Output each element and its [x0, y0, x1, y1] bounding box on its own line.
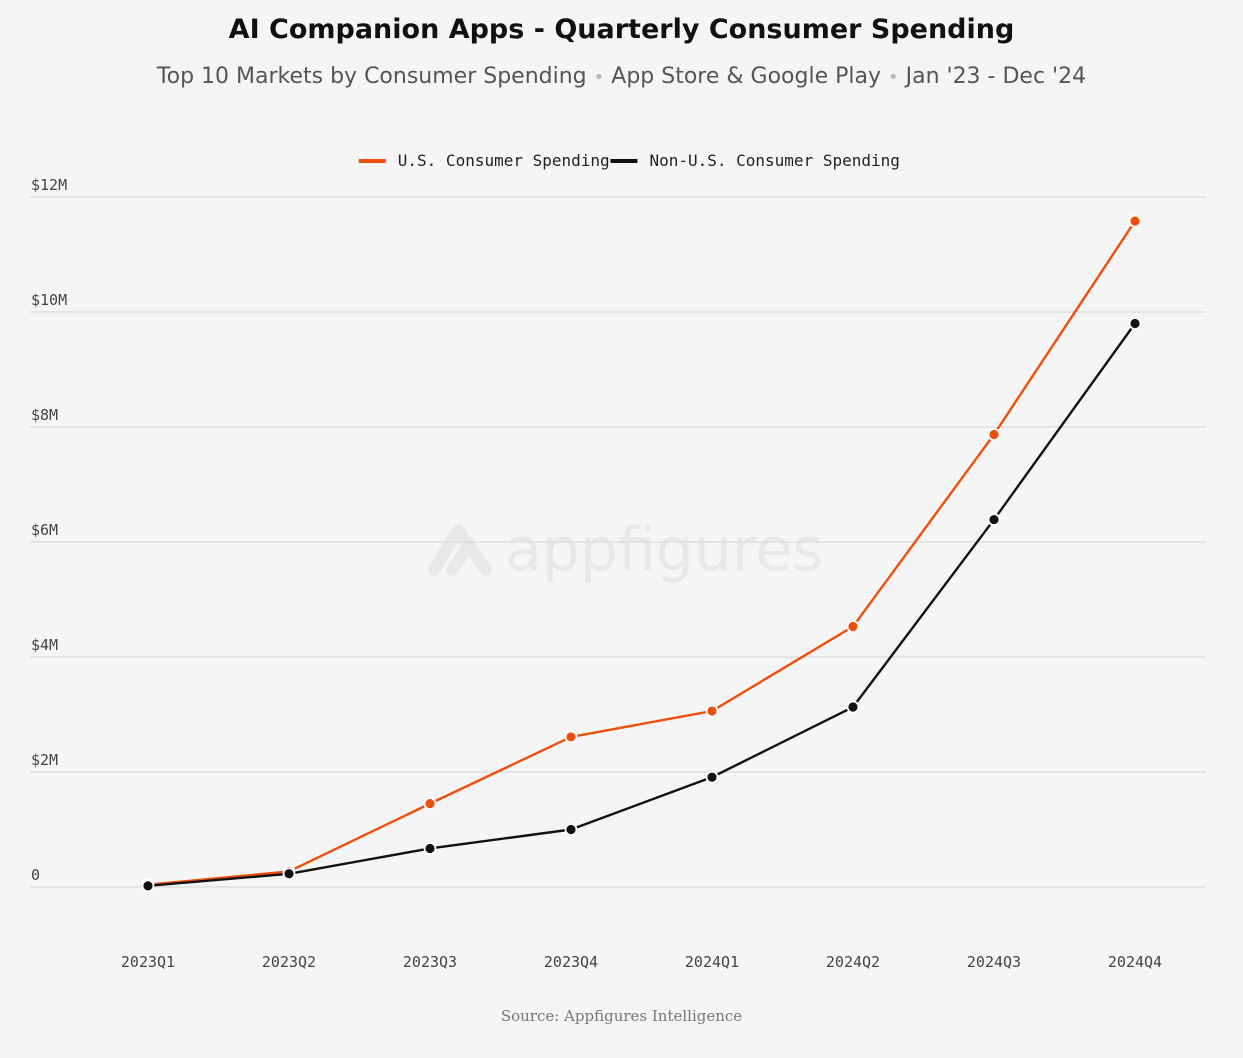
y-tick-label: $6M [31, 521, 58, 539]
y-tick-label: $2M [31, 751, 58, 769]
series-non-us [141, 317, 1142, 893]
data-point [987, 428, 1001, 441]
x-tick-label: 2023Q1 [121, 953, 175, 971]
chart-subtitle: Top 10 Markets by Consumer Spending • App … [0, 64, 1243, 89]
chart-legend: U.S. Consumer Spending Non-U.S. Consumer … [358, 151, 900, 170]
x-tick-label: 2023Q4 [544, 953, 598, 971]
x-tick-label: 2023Q3 [403, 953, 457, 971]
x-tick-label: 2024Q4 [1108, 953, 1162, 971]
watermark-text: appfigures [505, 515, 823, 585]
subtitle-date-range: Jan '23 - Dec '24 [905, 64, 1087, 89]
source-note: Source: Appfigures Intelligence [500, 1007, 743, 1025]
appfigures-logo-icon [428, 524, 492, 576]
y-tick-label: 0 [31, 866, 40, 884]
data-point [1128, 214, 1142, 228]
y-tick-label: $10M [31, 291, 67, 309]
series-line [147, 322, 1136, 888]
subtitle-separator: • [887, 67, 899, 88]
data-point [846, 620, 860, 633]
appfigures-watermark: appfigures [428, 515, 823, 585]
data-point [987, 513, 1001, 526]
legend-label: Non-U.S. Consumer Spending [649, 151, 899, 170]
x-axis-tick-labels: 2023Q1 2023Q2 2023Q3 2023Q4 2024Q1 2024Q2 2024… [121, 953, 1162, 971]
data-point [423, 797, 437, 811]
data-point [846, 700, 860, 714]
data-point [705, 770, 719, 784]
chart-series [141, 214, 1142, 893]
series-line [147, 220, 1137, 886]
data-point [141, 879, 155, 893]
chart-title: AI Companion Apps - Quarterly Consumer S… [228, 14, 1015, 45]
subtitle-stores: App Store & Google Play [611, 64, 881, 89]
x-tick-label: 2024Q2 [826, 953, 880, 971]
y-tick-label: $12M [31, 176, 67, 194]
subtitle-separator: • [593, 67, 605, 88]
subtitle-markets: Top 10 Markets by Consumer Spending [156, 64, 587, 89]
y-tick-label: $8M [31, 406, 58, 424]
data-point [564, 730, 578, 744]
x-tick-label: 2023Q2 [262, 953, 316, 971]
line-chart: appfigures U.S. Consumer Spending Non-U.S… [30, 151, 1206, 971]
legend-item: Non-U.S. Consumer Spending [610, 151, 900, 170]
data-point [564, 823, 578, 836]
legend-label: U.S. Consumer Spending [398, 151, 610, 170]
legend-item: U.S. Consumer Spending [358, 151, 610, 170]
y-axis-tick-labels: 0 $2M $4M $6M $8M $10M $12M [31, 176, 67, 884]
data-point [705, 704, 719, 718]
y-gridlines [30, 196, 1206, 888]
data-point [282, 867, 296, 881]
y-tick-label: $4M [31, 636, 58, 654]
data-point [1128, 317, 1142, 330]
x-tick-label: 2024Q3 [967, 953, 1021, 971]
x-tick-label: 2024Q1 [685, 953, 739, 971]
data-point [423, 842, 437, 855]
